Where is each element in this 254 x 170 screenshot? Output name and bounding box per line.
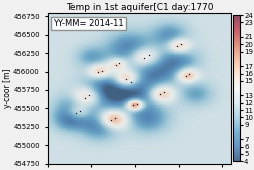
Title: Temp in 1st aquifer[C1 day:1770: Temp in 1st aquifer[C1 day:1770 (65, 3, 212, 12)
Y-axis label: y-coor [m]: y-coor [m] (3, 68, 12, 108)
Text: YY-MM= 2014-11: YY-MM= 2014-11 (53, 19, 123, 28)
